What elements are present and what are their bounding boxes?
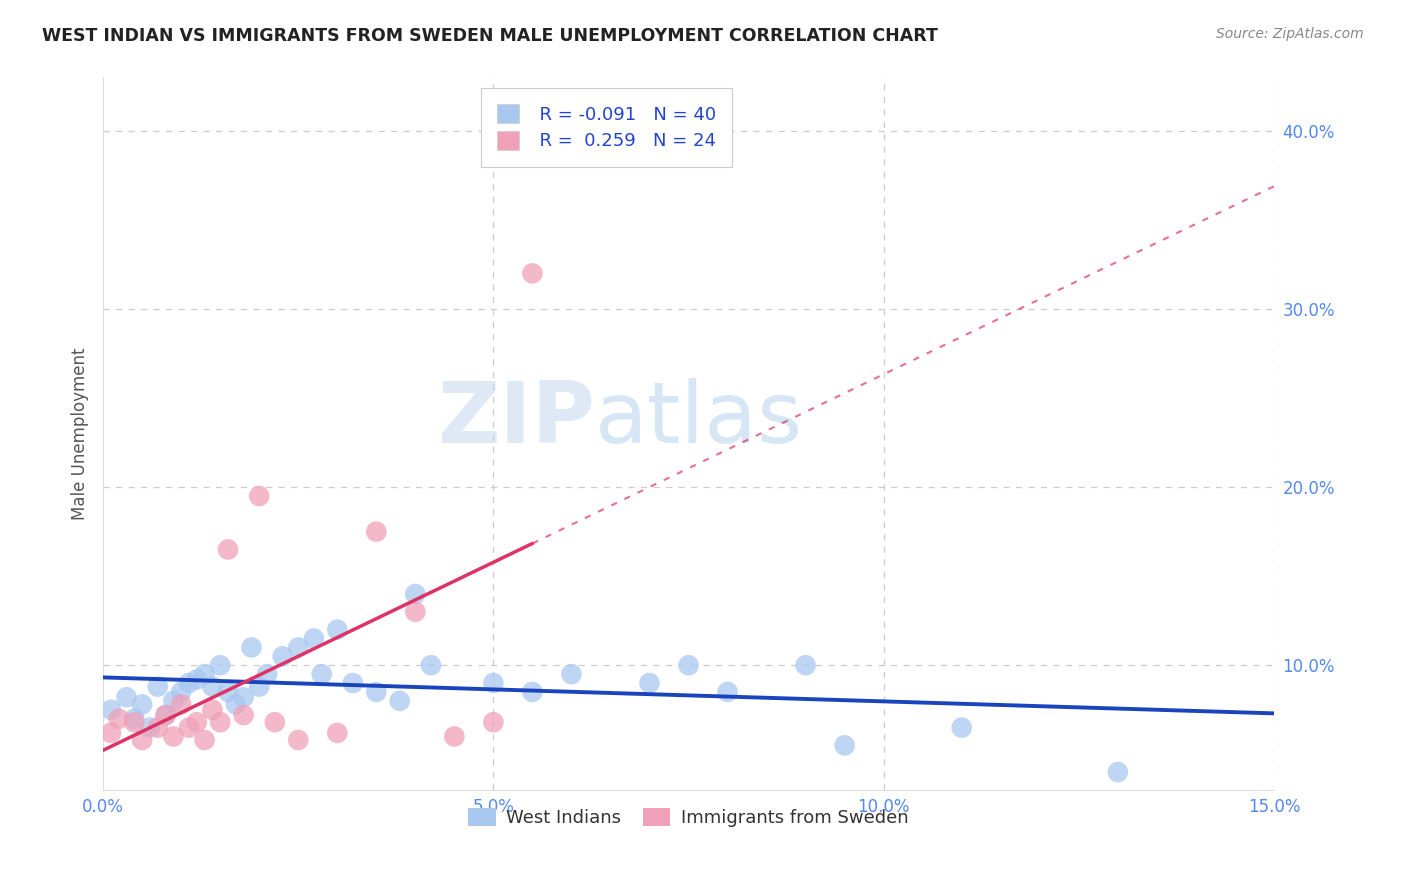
Point [716, 685, 738, 699]
Point [271, 649, 294, 664]
Point [100, 703, 122, 717]
Text: Source: ZipAtlas.com: Source: ZipAtlas.com [1216, 27, 1364, 41]
Point [115, 690, 138, 705]
Point [162, 730, 184, 744]
Point [247, 489, 270, 503]
Point [107, 712, 129, 726]
Point [201, 703, 224, 717]
Point [311, 667, 333, 681]
Point [217, 542, 239, 557]
Y-axis label: Male Unemployment: Male Unemployment [72, 347, 89, 520]
Point [404, 587, 426, 601]
Point [287, 733, 309, 747]
Point [482, 715, 505, 730]
Point [225, 698, 247, 712]
Point [170, 698, 193, 712]
Text: ZIP: ZIP [437, 378, 595, 461]
Point [155, 708, 177, 723]
Point [131, 698, 153, 712]
Point [950, 721, 973, 735]
Point [326, 623, 349, 637]
Point [186, 673, 208, 687]
Point [287, 640, 309, 655]
Point [194, 733, 217, 747]
Point [217, 685, 239, 699]
Point [247, 680, 270, 694]
Point [366, 524, 388, 539]
Point [170, 685, 193, 699]
Point [678, 658, 700, 673]
Point [522, 685, 544, 699]
Point [342, 676, 364, 690]
Point [420, 658, 443, 673]
Text: WEST INDIAN VS IMMIGRANTS FROM SWEDEN MALE UNEMPLOYMENT CORRELATION CHART: WEST INDIAN VS IMMIGRANTS FROM SWEDEN MA… [42, 27, 938, 45]
Point [443, 730, 465, 744]
Point [263, 715, 285, 730]
Point [146, 721, 169, 735]
Text: atlas: atlas [595, 378, 803, 461]
Point [482, 676, 505, 690]
Point [194, 667, 217, 681]
Legend: West Indians, Immigrants from Sweden: West Indians, Immigrants from Sweden [461, 800, 915, 834]
Point [240, 640, 263, 655]
Point [177, 721, 200, 735]
Point [209, 715, 232, 730]
Point [139, 721, 162, 735]
Point [124, 715, 146, 730]
Point [638, 676, 661, 690]
Point [155, 708, 177, 723]
Point [209, 658, 232, 673]
Point [232, 708, 254, 723]
Point [834, 739, 856, 753]
Point [256, 667, 278, 681]
Point [232, 690, 254, 705]
Point [201, 680, 224, 694]
Point [186, 715, 208, 730]
Point [302, 632, 325, 646]
Point [1107, 765, 1129, 780]
Point [100, 726, 122, 740]
Point [177, 676, 200, 690]
Point [124, 712, 146, 726]
Point [162, 694, 184, 708]
Point [366, 685, 388, 699]
Point [388, 694, 411, 708]
Point [794, 658, 817, 673]
Point [131, 733, 153, 747]
Point [404, 605, 426, 619]
Point [326, 726, 349, 740]
Point [146, 680, 169, 694]
Point [560, 667, 582, 681]
Point [522, 266, 544, 280]
